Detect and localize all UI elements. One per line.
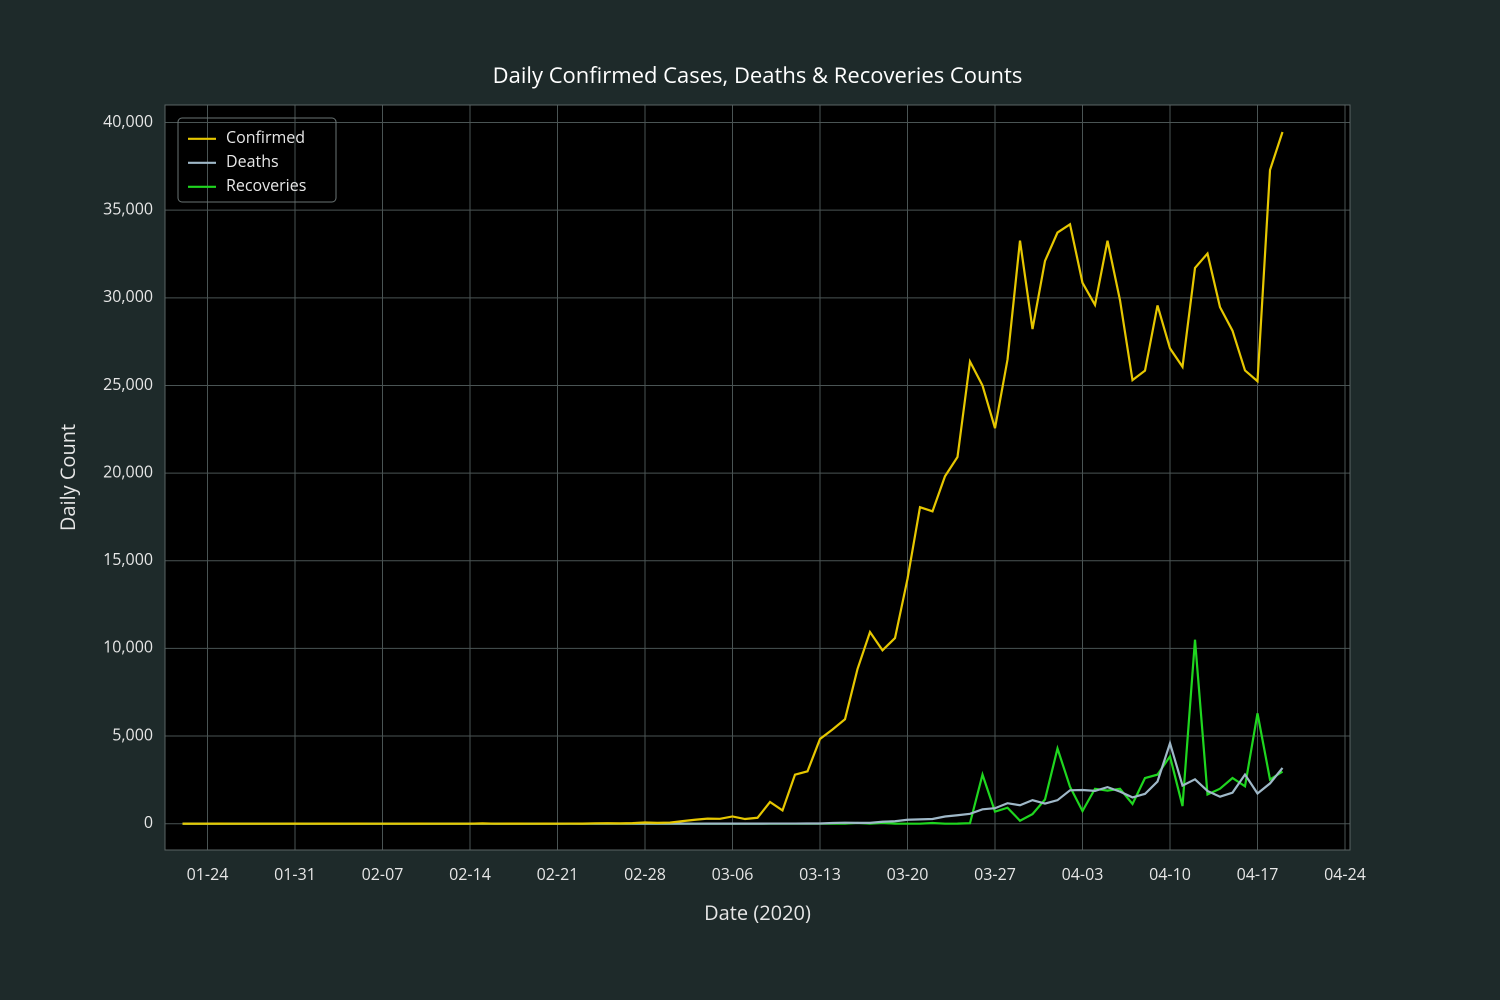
y-tick-label: 10,000 (103, 636, 153, 658)
x-tick-label: 02-28 (624, 863, 666, 885)
x-tick-label: 02-07 (362, 863, 404, 885)
y-tick-label: 5,000 (112, 723, 153, 745)
x-tick-label: 02-21 (537, 863, 579, 885)
x-tick-label: 04-10 (1149, 863, 1191, 885)
y-tick-label: 20,000 (103, 460, 153, 482)
legend: ConfirmedDeathsRecoveries (178, 118, 336, 202)
x-tick-label: 04-24 (1324, 863, 1366, 885)
x-tick-label: 04-03 (1062, 863, 1104, 885)
y-tick-label: 25,000 (103, 373, 153, 395)
y-tick-label: 40,000 (103, 110, 153, 132)
y-tick-label: 30,000 (103, 285, 153, 307)
x-tick-label: 03-06 (712, 863, 754, 885)
y-tick-label: 15,000 (103, 548, 153, 570)
line-chart: 0 5,000 10,000 15,000 20,000 25,000 30,000 35,0… (0, 0, 1500, 1000)
y-axis-label: Daily Count (54, 424, 81, 531)
y-tick-label: 35,000 (103, 197, 153, 219)
chart-title: Daily Confirmed Cases, Deaths & Recoveri… (493, 60, 1023, 90)
x-tick-label: 01-24 (187, 863, 229, 885)
x-tick-label: 01-31 (274, 863, 316, 885)
plot-area (165, 105, 1350, 850)
x-tick-label: 02-14 (449, 863, 491, 885)
x-axis-label: Date (2020) (704, 899, 811, 926)
x-tick-label: 03-27 (974, 863, 1016, 885)
legend-label-deaths: Deaths (226, 150, 279, 172)
y-tick-label: 0 (144, 811, 153, 833)
x-tick-label: 04-17 (1237, 863, 1279, 885)
chart-container: 0 5,000 10,000 15,000 20,000 25,000 30,000 35,0… (0, 0, 1500, 1000)
x-tick-label: 03-13 (799, 863, 841, 885)
legend-label-recoveries: Recoveries (226, 174, 306, 196)
x-tick-label: 03-20 (887, 863, 929, 885)
legend-label-confirmed: Confirmed (226, 126, 305, 148)
